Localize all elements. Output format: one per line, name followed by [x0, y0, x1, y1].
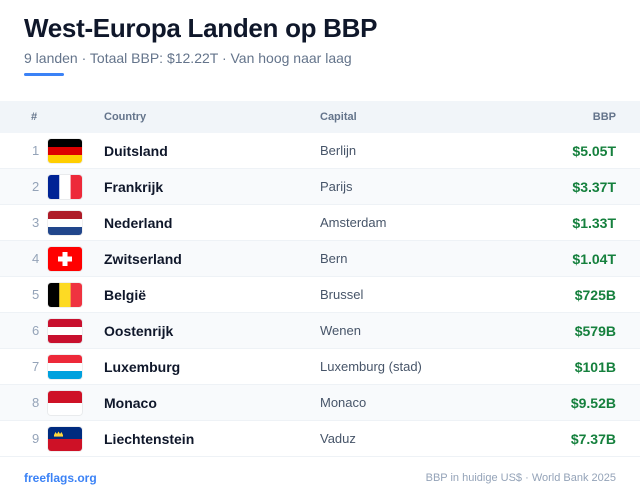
table-row: 7 Luxemburg Luxemburg (stad) $101B: [0, 349, 640, 385]
accent-underline: [24, 73, 64, 76]
row-gdp: $725B: [574, 286, 616, 303]
row-country: Liechtenstein: [104, 430, 195, 447]
column-header-gdp: BBP: [592, 111, 616, 123]
belgium-flag-icon: [48, 282, 82, 307]
table-row: 9 Liechtenstein Vaduz $7.37B: [0, 421, 640, 457]
page-footer: freeflags.org BBP in huidige US$ · World…: [24, 470, 616, 486]
brand-link[interactable]: freeflags.org: [24, 471, 97, 485]
row-capital: Bern: [320, 251, 348, 266]
table-header: # Country Capital BBP: [0, 101, 640, 133]
table-row: 5 België Brussel $725B: [0, 277, 640, 313]
row-rank: 3: [32, 215, 40, 230]
row-rank: 1: [32, 143, 40, 158]
row-capital: Monaco: [320, 395, 367, 410]
row-country: Luxemburg: [104, 358, 181, 375]
table-body: 1 Duitsland Berlijn $5.05T 2 Frankrijk P…: [0, 133, 640, 457]
row-rank: 7: [32, 359, 40, 374]
liechtenstein-flag-icon: [48, 426, 82, 451]
row-capital: Parijs: [320, 179, 353, 194]
row-rank: 4: [32, 251, 40, 266]
row-gdp: $1.04T: [572, 250, 616, 267]
monaco-flag-icon: [48, 390, 82, 415]
row-gdp: $7.37B: [570, 430, 616, 447]
row-rank: 6: [32, 323, 40, 338]
page-title: West-Europa Landen op BBP: [24, 13, 378, 43]
germany-flag-icon: [48, 138, 82, 163]
row-country: Zwitserland: [104, 250, 182, 267]
switzerland-flag-icon: [48, 246, 82, 271]
row-rank: 2: [32, 179, 40, 194]
table-row: 1 Duitsland Berlijn $5.05T: [0, 133, 640, 169]
luxembourg-flag-icon: [48, 354, 82, 379]
row-rank: 8: [32, 395, 40, 410]
row-capital: Amsterdam: [320, 215, 387, 230]
table-row: 6 Oostenrijk Wenen $579B: [0, 313, 640, 349]
row-capital: Luxemburg (stad): [320, 359, 422, 374]
source-note: BBP in huidige US$ · World Bank 2025: [425, 472, 616, 484]
table-row: 2 Frankrijk Parijs $3.37T: [0, 169, 640, 205]
row-rank: 9: [32, 431, 40, 446]
netherlands-flag-icon: [48, 210, 82, 235]
row-gdp: $579B: [574, 322, 616, 339]
row-country: Frankrijk: [104, 178, 164, 195]
row-capital: Berlijn: [320, 143, 357, 158]
page-subtitle: 9 landen · Totaal BBP: $12.22T · Van hoo…: [24, 50, 352, 66]
row-country: Nederland: [104, 214, 173, 231]
row-capital: Brussel: [320, 287, 364, 302]
row-gdp: $5.05T: [572, 142, 616, 159]
row-capital: Vaduz: [320, 431, 356, 446]
column-header-capital: Capital: [320, 111, 357, 123]
table-row: 8 Monaco Monaco $9.52B: [0, 385, 640, 421]
column-header-rank: #: [31, 111, 38, 123]
row-capital: Wenen: [320, 323, 361, 338]
france-flag-icon: [48, 174, 82, 199]
table-row: 3 Nederland Amsterdam $1.33T: [0, 205, 640, 241]
row-country: Oostenrijk: [104, 322, 174, 339]
row-gdp: $101B: [574, 358, 616, 375]
row-country: Duitsland: [104, 142, 168, 159]
row-gdp: $3.37T: [572, 178, 616, 195]
country-table: # Country Capital BBP 1 Duitsland Berlij…: [0, 101, 640, 457]
table-row: 4 Zwitserland Bern $1.04T: [0, 241, 640, 277]
row-rank: 5: [32, 287, 40, 302]
row-country: België: [104, 286, 147, 303]
row-country: Monaco: [104, 394, 157, 411]
austria-flag-icon: [48, 318, 82, 343]
row-gdp: $1.33T: [572, 214, 616, 231]
column-header-country: Country: [104, 111, 147, 123]
page-header: West-Europa Landen op BBP 9 landen · Tot…: [24, 12, 616, 76]
row-gdp: $9.52B: [570, 394, 616, 411]
